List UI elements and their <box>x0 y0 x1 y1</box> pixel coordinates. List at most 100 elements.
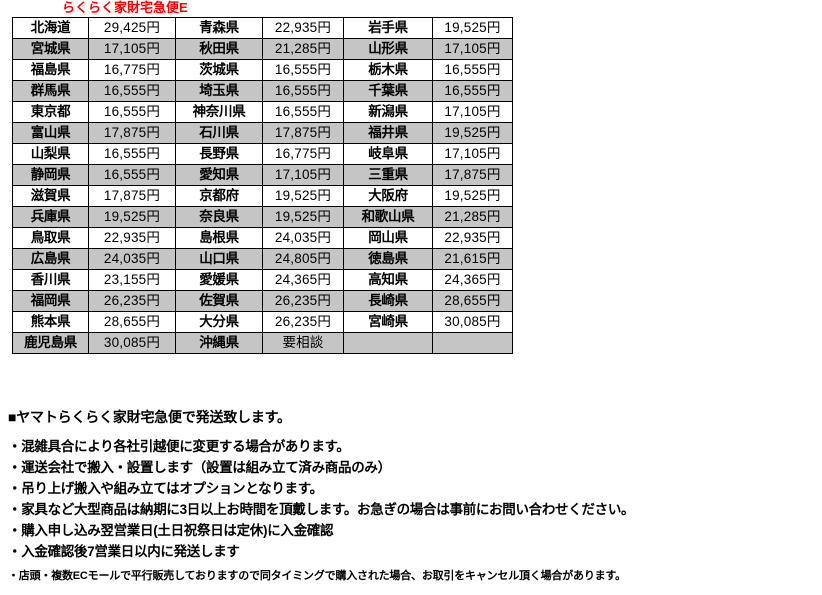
prefecture-cell: 高知県 <box>343 269 433 291</box>
price-cell: 16,555円 <box>432 80 513 102</box>
prefecture-cell: 愛媛県 <box>175 269 263 291</box>
table-row: 福岡県 26,235円 佐賀県 26,235円 長崎県 28,655円 <box>12 290 513 312</box>
price-cell: 26,235円 <box>88 290 176 312</box>
prefecture-cell: 愛知県 <box>175 164 263 186</box>
price-cell: 19,525円 <box>262 185 344 207</box>
price-cell: 22,935円 <box>88 227 176 249</box>
price-cell: 16,555円 <box>88 164 176 186</box>
price-cell: 24,365円 <box>262 269 344 291</box>
prefecture-cell: 岡山県 <box>343 227 433 249</box>
price-cell: 24,805円 <box>262 248 344 270</box>
price-cell: 24,365円 <box>432 269 513 291</box>
table-row: 北海道 29,425円 青森県 22,935円 岩手県 19,525円 <box>12 17 513 39</box>
prefecture-cell: 富山県 <box>12 122 89 144</box>
shipping-fee-table-container: 北海道 29,425円 青森県 22,935円 岩手県 19,525円 宮城県 17,105円… <box>12 17 513 354</box>
prefecture-cell: 鳥取県 <box>12 227 89 249</box>
prefecture-cell: 滋賀県 <box>12 185 89 207</box>
price-cell: 16,555円 <box>262 80 344 102</box>
price-cell: 17,875円 <box>432 164 513 186</box>
price-cell: 要相談 <box>262 332 344 354</box>
price-cell: 16,555円 <box>88 101 176 123</box>
prefecture-cell: 岩手県 <box>343 17 433 39</box>
prefecture-cell: 佐賀県 <box>175 290 263 312</box>
price-cell: 17,105円 <box>432 143 513 165</box>
prefecture-cell: 鹿児島県 <box>12 332 89 354</box>
prefecture-cell: 宮崎県 <box>343 311 433 333</box>
price-cell: 22,935円 <box>432 227 513 249</box>
price-cell: 16,555円 <box>432 59 513 81</box>
shipping-fee-table-body: 北海道 29,425円 青森県 22,935円 岩手県 19,525円 宮城県 17,105円… <box>12 17 513 354</box>
price-cell: 26,235円 <box>262 290 344 312</box>
price-cell: 21,615円 <box>432 248 513 270</box>
price-cell: 30,085円 <box>88 332 176 354</box>
price-cell: 30,085円 <box>432 311 513 333</box>
price-cell: 19,525円 <box>432 185 513 207</box>
price-cell: 19,525円 <box>88 206 176 228</box>
prefecture-cell: 大阪府 <box>343 185 433 207</box>
prefecture-cell: 兵庫県 <box>12 206 89 228</box>
prefecture-cell: 三重県 <box>343 164 433 186</box>
notes-list: ・混雑具合により各社引越便に変更する場合があります。 ・運送会社で搬入・設置します… <box>8 436 818 562</box>
prefecture-cell: 群馬県 <box>12 80 89 102</box>
table-row: 鹿児島県 30,085円 沖縄県 要相談 <box>12 332 513 354</box>
table-row: 山梨県 16,555円 長野県 16,775円 岐阜県 17,105円 <box>12 143 513 165</box>
prefecture-cell: 青森県 <box>175 17 263 39</box>
table-row: 熊本県 28,655円 大分県 26,235円 宮崎県 30,085円 <box>12 311 513 333</box>
table-row: 香川県 23,155円 愛媛県 24,365円 高知県 24,365円 <box>12 269 513 291</box>
notes-spacer <box>8 428 818 436</box>
prefecture-cell: 山形県 <box>343 38 433 60</box>
price-cell: 28,655円 <box>432 290 513 312</box>
shipping-fee-table: 北海道 29,425円 青森県 22,935円 岩手県 19,525円 宮城県 17,105円… <box>12 17 513 354</box>
prefecture-cell <box>343 332 433 354</box>
price-cell: 22,935円 <box>262 17 344 39</box>
prefecture-cell: 福島県 <box>12 59 89 81</box>
prefecture-cell: 栃木県 <box>343 59 433 81</box>
prefecture-cell: 北海道 <box>12 17 89 39</box>
table-row: 広島県 24,035円 山口県 24,805円 徳島県 21,615円 <box>12 248 513 270</box>
table-row: 静岡県 16,555円 愛知県 17,105円 三重県 17,875円 <box>12 164 513 186</box>
price-cell: 23,155円 <box>88 269 176 291</box>
prefecture-cell: 千葉県 <box>343 80 433 102</box>
price-cell <box>432 332 513 354</box>
prefecture-cell: 京都府 <box>175 185 263 207</box>
price-cell: 17,875円 <box>262 122 344 144</box>
prefecture-cell: 香川県 <box>12 269 89 291</box>
price-cell: 17,875円 <box>88 122 176 144</box>
prefecture-cell: 埼玉県 <box>175 80 263 102</box>
price-cell: 19,525円 <box>432 122 513 144</box>
price-cell: 17,105円 <box>432 38 513 60</box>
price-cell: 16,775円 <box>88 59 176 81</box>
price-cell: 16,555円 <box>262 101 344 123</box>
note-line: ・運送会社で搬入・設置します（設置は組み立て済み商品のみ） <box>8 460 391 475</box>
table-row: 群馬県 16,555円 埼玉県 16,555円 千葉県 16,555円 <box>12 80 513 102</box>
price-cell: 17,105円 <box>432 101 513 123</box>
prefecture-cell: 山口県 <box>175 248 263 270</box>
prefecture-cell: 奈良県 <box>175 206 263 228</box>
prefecture-cell: 徳島県 <box>343 248 433 270</box>
price-cell: 26,235円 <box>262 311 344 333</box>
price-cell: 29,425円 <box>88 17 176 39</box>
note-line: ・購入申し込み翌営業日(土日祝祭日は定休)に入金確認 <box>8 523 334 538</box>
price-cell: 16,775円 <box>262 143 344 165</box>
note-line: ・吊り上げ搬入や組み立てはオプションとなります。 <box>8 481 323 496</box>
notes-fine-print: ・店頭・複数ECモールで平行販売しておりますので同タイミングで購入された場合、お… <box>8 570 626 582</box>
prefecture-cell: 福岡県 <box>12 290 89 312</box>
price-cell: 19,525円 <box>262 206 344 228</box>
prefecture-cell: 新潟県 <box>343 101 433 123</box>
prefecture-cell: 島根県 <box>175 227 263 249</box>
table-row: 滋賀県 17,875円 京都府 19,525円 大阪府 19,525円 <box>12 185 513 207</box>
table-row: 福島県 16,775円 茨城県 16,555円 栃木県 16,555円 <box>12 59 513 81</box>
prefecture-cell: 長崎県 <box>343 290 433 312</box>
price-cell: 17,105円 <box>88 38 176 60</box>
price-cell: 16,555円 <box>88 143 176 165</box>
notes-section: ■ヤマトらくらく家財宅急便で発送致します。 ・混雑具合により各社引越便に変更する… <box>8 406 818 586</box>
prefecture-cell: 秋田県 <box>175 38 263 60</box>
prefecture-cell: 福井県 <box>343 122 433 144</box>
table-row: 富山県 17,875円 石川県 17,875円 福井県 19,525円 <box>12 122 513 144</box>
prefecture-cell: 宮城県 <box>12 38 89 60</box>
table-row: 鳥取県 22,935円 島根県 24,035円 岡山県 22,935円 <box>12 227 513 249</box>
price-cell: 17,875円 <box>88 185 176 207</box>
prefecture-cell: 岐阜県 <box>343 143 433 165</box>
price-cell: 16,555円 <box>262 59 344 81</box>
price-cell: 16,555円 <box>88 80 176 102</box>
